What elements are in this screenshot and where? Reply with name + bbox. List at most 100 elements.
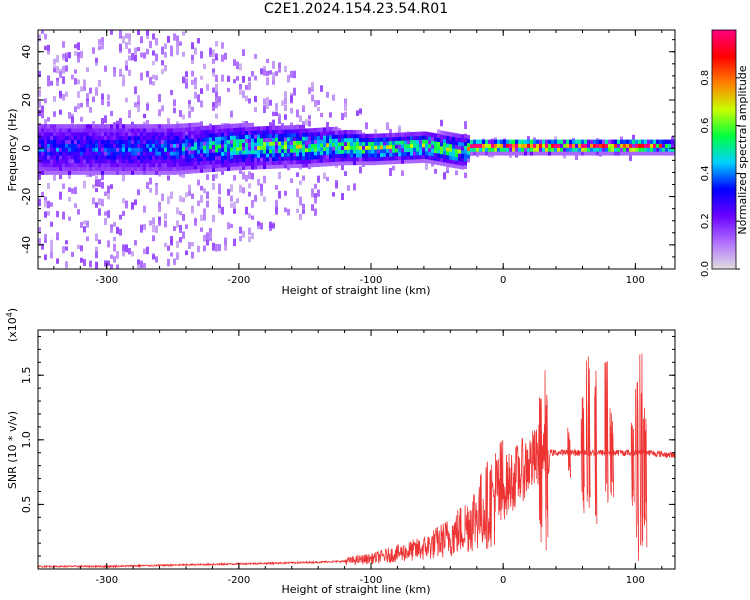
heatmap-cell (149, 76, 152, 85)
heatmap-cell (191, 169, 194, 174)
heatmap-cell (569, 139, 572, 144)
heatmap-cell (239, 146, 242, 151)
heatmap-cell (302, 132, 305, 137)
heatmap-cell (524, 143, 527, 148)
heatmap-cell (80, 162, 83, 168)
heatmap-cell (101, 143, 104, 148)
heatmap-cell (182, 169, 185, 175)
heatmap-cell (323, 138, 326, 144)
heatmap-cell (122, 139, 125, 144)
heatmap-cell (416, 154, 419, 160)
heatmap-cell (62, 143, 65, 148)
heatmap-cell (263, 130, 266, 135)
heatmap-cell (53, 124, 56, 129)
heatmap-cell (209, 160, 212, 165)
heatmap-cell (359, 141, 362, 146)
heatmap-cell (206, 152, 209, 157)
heatmap-cell (626, 151, 629, 156)
heatmap-cell (386, 133, 389, 138)
heatmap-cell (455, 170, 458, 176)
heatmap-cell (104, 260, 107, 267)
heatmap-cell (383, 160, 386, 165)
heatmap-cell (404, 143, 407, 149)
heatmap-cell (101, 181, 104, 189)
heatmap-cell (119, 128, 122, 133)
heatmap-cell (470, 139, 473, 145)
heatmap-cell (203, 137, 206, 142)
heatmap-cell (431, 148, 434, 153)
heatmap-cell (194, 138, 197, 143)
heatmap-cell (59, 158, 62, 164)
heatmap-cell (245, 95, 248, 102)
heatmap-cell (311, 143, 314, 148)
heatmap-cell (212, 49, 215, 58)
heatmap-cell (446, 139, 449, 144)
heatmap-cell (293, 140, 296, 145)
heatmap-cell (77, 131, 80, 137)
heatmap-cell (107, 193, 110, 200)
heatmap-cell (158, 143, 161, 148)
heatmap-cell (104, 135, 107, 141)
heatmap-cell (263, 137, 266, 143)
heatmap-cell (296, 128, 299, 134)
heatmap-cell (98, 162, 101, 168)
heatmap-cell (191, 149, 194, 155)
x-tick-label: -300 (95, 575, 118, 586)
heatmap-cell (398, 136, 401, 141)
heatmap-cell (326, 146, 329, 151)
heatmap-cell (482, 147, 485, 152)
heatmap-cell (245, 138, 248, 143)
heatmap-cell (122, 162, 125, 168)
heatmap-cell (83, 124, 86, 129)
x-tick-label: -100 (360, 575, 383, 586)
heatmap-cell (125, 97, 128, 103)
heatmap-cell (47, 182, 50, 189)
heatmap-cell (203, 208, 206, 214)
heatmap-cell (170, 143, 173, 148)
heatmap-cell (212, 182, 215, 190)
heatmap-cell (497, 151, 500, 156)
heatmap-cell (263, 66, 266, 72)
heatmap-cell (248, 98, 251, 104)
heatmap-cell (269, 133, 272, 139)
heatmap-cell (179, 227, 182, 233)
heatmap-cell (239, 157, 242, 163)
heatmap-cell (74, 186, 77, 195)
heatmap-cell (386, 152, 389, 157)
heatmap-cell (89, 155, 92, 160)
heatmap-cell (668, 151, 671, 156)
heatmap-cell (344, 149, 347, 154)
heatmap-cell (152, 124, 155, 129)
heatmap-cell (464, 160, 467, 166)
heatmap-cell (284, 164, 287, 169)
heatmap-cell (95, 175, 98, 182)
heatmap-cell (176, 135, 179, 140)
heatmap-cell (194, 149, 197, 155)
heatmap-cell (407, 143, 410, 149)
heatmap-cell (86, 131, 89, 137)
heatmap-cell (161, 143, 164, 148)
heatmap-cell (419, 131, 422, 136)
heatmap-cell (293, 148, 296, 153)
heatmap-cell (530, 151, 533, 156)
heatmap-cell (146, 33, 149, 40)
heatmap-cell (107, 143, 110, 148)
heatmap-cell (116, 143, 119, 148)
heatmap-cell (299, 144, 302, 149)
heatmap-cell (119, 30, 122, 33)
heatmap-cell (170, 170, 173, 175)
heatmap-cell (437, 153, 440, 158)
heatmap-cell (122, 74, 125, 83)
heatmap-cell (332, 142, 335, 147)
heatmap-cell (428, 159, 431, 164)
heatmap-cell (590, 139, 593, 144)
heatmap-cell (191, 122, 194, 128)
heatmap-cell (365, 156, 368, 162)
heatmap-cell (80, 50, 83, 59)
heatmap-cell (230, 162, 233, 167)
heatmap-cell (329, 112, 332, 118)
heatmap-cell (125, 128, 128, 133)
heatmap-cell (56, 258, 59, 264)
heatmap-cell (68, 147, 71, 152)
heatmap-cell (80, 135, 83, 141)
